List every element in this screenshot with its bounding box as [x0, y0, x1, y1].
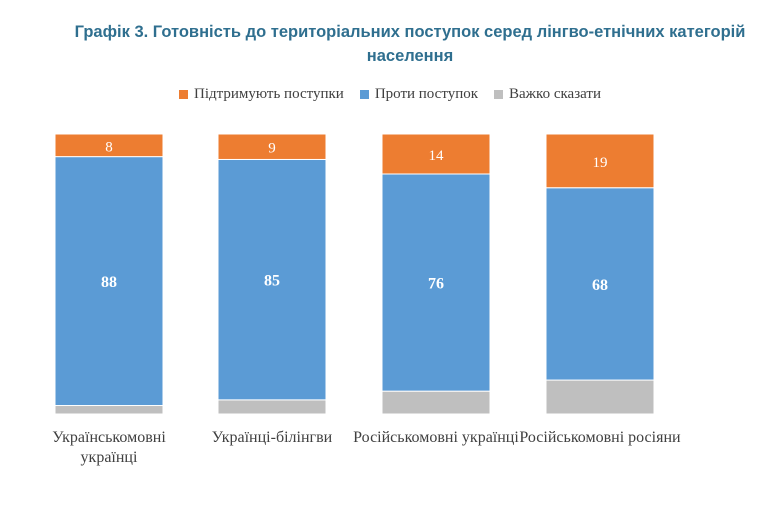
data-label-1-2: 76 [428, 276, 444, 293]
legend-swatch-2 [494, 90, 504, 99]
category-label-3: Російськомовні росіяни [519, 429, 681, 446]
data-label-0-3: 19 [593, 155, 608, 171]
data-label-1-1: 85 [264, 273, 280, 290]
data-label-1-0: 88 [101, 274, 117, 291]
legend-item-1: Проти поступок [359, 86, 479, 103]
bar-segment-0-3 [545, 133, 655, 189]
legend-swatch-1 [359, 90, 369, 99]
bar-segment-1-3 [545, 187, 655, 381]
bar-segment-2-2 [381, 390, 491, 415]
category-label-1: Українці-білінгви [211, 429, 333, 446]
legend-label-0: Підтримують поступки [194, 86, 344, 102]
bar-segment-1-2 [381, 173, 491, 392]
legend-item-0: Підтримують поступки [179, 86, 344, 103]
bar-segment-2-3 [545, 379, 655, 415]
bar-segment-0-0 [54, 133, 164, 158]
chart-legend: Підтримують поступки Проти поступок Важко … [0, 86, 780, 103]
data-label-0-2: 14 [429, 148, 445, 164]
bar-segment-1-0 [54, 156, 164, 407]
bar-segment-0-1 [217, 133, 327, 160]
data-label-0-1: 9 [268, 141, 276, 157]
legend-item-2: Важко сказати [494, 86, 601, 103]
bar-segment-2-1 [217, 399, 327, 415]
legend-label-1: Проти поступок [374, 86, 479, 102]
data-label-1-3: 68 [592, 277, 608, 294]
bar-segment-1-1 [217, 158, 327, 401]
bar-segment-0-2 [381, 133, 491, 175]
bar-segment-2-0 [54, 405, 164, 415]
legend-swatch-0 [179, 90, 188, 99]
category-label-0: Українськомовні українці [52, 429, 166, 466]
data-label-0-0: 8 [105, 139, 113, 155]
category-label-2: Російськомовні українці [353, 429, 519, 446]
legend-label-2: Важко сказати [509, 86, 601, 102]
chart-title: Графік 3. Готовність до територіальних п… [74, 23, 746, 65]
